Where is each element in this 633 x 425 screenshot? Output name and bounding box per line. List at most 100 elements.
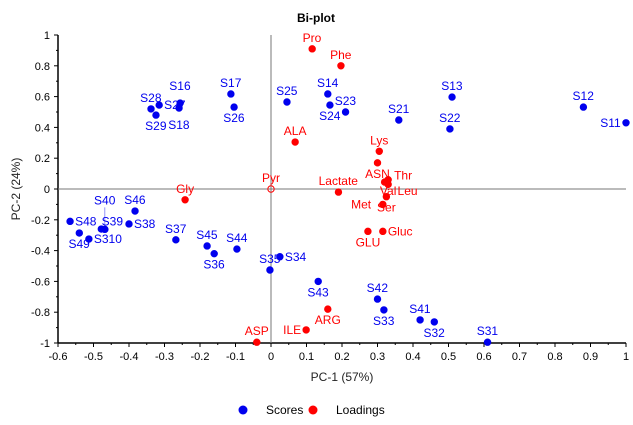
y-tick-label: 0: [44, 184, 50, 196]
scores-label-S41: S41: [409, 302, 431, 316]
scores-point-S13: [448, 93, 456, 101]
y-tick-label: 1: [44, 30, 50, 42]
scores-label-S37: S37: [165, 222, 187, 236]
scores-label-S27: S27: [164, 98, 186, 112]
scores-label-S310: S310: [94, 232, 122, 246]
legend-loadings-label: Loadings: [336, 403, 385, 417]
scores-label-S14: S14: [317, 76, 339, 90]
scores-label-S18: S18: [168, 118, 190, 132]
scores-label-S29: S29: [145, 119, 167, 133]
loadings-point-Leu: [384, 180, 392, 189]
x-tick-label: 0.1: [299, 351, 314, 363]
scores-label-S26: S26: [223, 111, 245, 125]
scores-point-S33: [380, 306, 388, 314]
scores-point-S24: [326, 101, 334, 109]
scores-label-S25: S25: [276, 84, 298, 98]
loadings-point-Gly: [181, 196, 189, 204]
x-tick-label: 0.8: [547, 351, 562, 363]
scores-label-S40: S40: [94, 193, 116, 207]
y-tick-label: -0.2: [31, 215, 50, 227]
scores-label-S13: S13: [441, 79, 463, 93]
loadings-point-Lactate: [334, 188, 343, 196]
x-tick-label: 0.7: [512, 351, 527, 363]
loadings-label-Pro: Pro: [303, 31, 322, 45]
loadings-label-Thr: Thr: [394, 169, 412, 183]
scores-point-S25: [283, 98, 291, 106]
loadings-label-Pyr: Pyr: [262, 171, 280, 185]
scores-point-S43: [314, 277, 322, 286]
scores-point-S34: [276, 253, 284, 261]
x-tick-label: 0.2: [334, 351, 349, 363]
loadings-point-Phe: [337, 62, 345, 70]
scores-label-S38: S38: [134, 217, 156, 231]
x-tick-label: 0: [268, 351, 274, 363]
scores-label-S11: S11: [600, 116, 621, 130]
chart-title: Bi-plot: [297, 11, 335, 25]
x-tick-label: 0.3: [370, 351, 385, 363]
scores-label-S31: S31: [477, 324, 499, 338]
scores-label-S45: S45: [196, 228, 218, 242]
scores-point-S31: [483, 338, 492, 346]
scores-label-S23: S23: [335, 94, 357, 108]
scores-point-S310: [85, 235, 93, 243]
scores-label-S39: S39: [102, 214, 124, 228]
scores-point-S21: [395, 116, 403, 124]
loadings-label-Lys: Lys: [370, 133, 388, 147]
x-tick-label: 0.4: [405, 351, 420, 363]
scores-point-S45: [203, 242, 211, 250]
loadings-point-ALA: [291, 138, 299, 146]
loadings-label-ASN: ASN: [365, 167, 390, 181]
scores-label-S49: S49: [68, 237, 90, 251]
scores-label-S16: S16: [169, 79, 191, 93]
y-tick-label: -0.8: [31, 307, 50, 319]
loadings-point-GLU: [364, 227, 372, 236]
scores-label-S32: S32: [423, 326, 445, 340]
scores-point-S49: [75, 229, 84, 237]
loadings-point-Ser: [382, 193, 391, 201]
scores-point-S27: [155, 101, 163, 109]
scores-label-S28: S28: [140, 91, 162, 105]
loadings-label-Gluc: Gluc: [388, 224, 413, 238]
y-tick-label: 0.8: [35, 61, 50, 73]
data-points: [66, 45, 630, 346]
x-tick-label: -0.4: [120, 351, 139, 363]
scores-point-S26: [230, 103, 238, 111]
scores-point-S41: [416, 316, 424, 324]
scores-label-S24: S24: [319, 109, 341, 123]
scores-label-S43: S43: [307, 285, 329, 299]
y-tick-label: -0.6: [31, 276, 50, 288]
scores-label-S46: S46: [124, 193, 146, 207]
x-tick-label: -0.1: [226, 351, 245, 363]
loadings-label-Phe: Phe: [330, 48, 352, 62]
loadings-label-GLU: GLU: [356, 235, 381, 249]
scores-label-S21: S21: [388, 102, 410, 116]
y-tick-label: -0.4: [31, 246, 50, 258]
x-axis-label: PC-1 (57%): [311, 370, 374, 384]
loadings-point-ARG: [324, 305, 332, 313]
scores-label-S44: S44: [226, 231, 248, 245]
scores-point-S22: [446, 125, 454, 133]
scores-point-S44: [233, 245, 241, 253]
scores-label-S34: S34: [285, 250, 307, 264]
scores-point-S16: [176, 99, 184, 107]
loadings-point-ASP: [253, 338, 261, 346]
scores-point-S23: [341, 108, 350, 116]
x-tick-label: 0.6: [476, 351, 491, 363]
scores-point-S36: [210, 249, 218, 258]
loadings-point-Lys: [375, 147, 383, 155]
scores-label-S36: S36: [203, 258, 225, 272]
scores-label-S35: S35: [259, 252, 281, 266]
axes: -0.6 -0.5 -0.4 -0.3 -0.2 -0.1 0 0.1 0.2 0.3 0.4 0.5…: [31, 30, 629, 363]
scores-label-S12: S12: [573, 89, 595, 103]
x-tick-label: 0.9: [583, 351, 598, 363]
loadings-label-ILE: ILE: [283, 323, 301, 337]
y-tick-label: -1: [40, 338, 50, 350]
scores-point-S35: [266, 266, 274, 274]
scores-point-S32: [430, 318, 438, 326]
scores-point-S48: [66, 217, 74, 226]
legend-loadings-marker: [308, 405, 318, 415]
x-tick-label: -0.6: [49, 351, 68, 363]
loadings-point-Pro: [308, 45, 316, 53]
scores-label-S17: S17: [220, 76, 242, 90]
